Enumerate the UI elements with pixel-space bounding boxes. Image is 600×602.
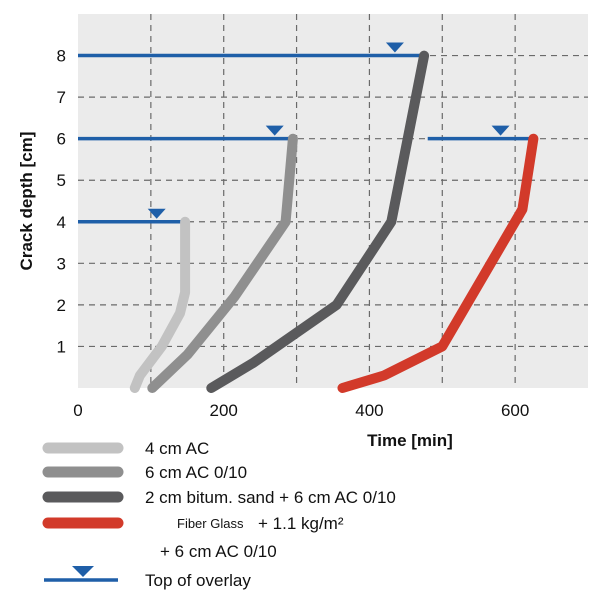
series-line xyxy=(206,50,430,393)
y-tick-label: 1 xyxy=(57,337,66,356)
y-tick-label: 5 xyxy=(57,171,66,190)
y-tick-label: 4 xyxy=(57,213,66,232)
series-line xyxy=(129,216,191,393)
legend-label: 4 cm AC xyxy=(145,439,209,458)
y-axis-title: Crack depth [cm] xyxy=(17,132,36,271)
x-tick-label: 600 xyxy=(501,401,529,420)
y-tick-label: 3 xyxy=(57,254,66,273)
legend-label: + 1.1 kg/m² xyxy=(258,514,344,533)
series-line xyxy=(147,133,298,393)
series-line xyxy=(337,133,539,393)
plot-background xyxy=(78,14,588,388)
plot-area xyxy=(78,14,588,388)
tick-labels: 1 2 3 4 5 6 7 8 0 200 400 600 xyxy=(57,47,530,420)
legend-label: 6 cm AC 0/10 xyxy=(145,463,247,482)
y-tick-label: 6 xyxy=(57,130,66,149)
y-tick-label: 2 xyxy=(57,296,66,315)
x-tick-label: 200 xyxy=(210,401,238,420)
series xyxy=(129,50,539,393)
overlay-marker xyxy=(265,125,284,136)
overlay-marker xyxy=(491,125,510,136)
legend: 4 cm AC 6 cm AC 0/10 2 cm bitum. sand + 6 … xyxy=(42,439,396,590)
x-axis-title: Time [min] xyxy=(367,431,453,450)
overlay-lines xyxy=(78,42,534,224)
legend-label: Top of overlay xyxy=(145,571,251,590)
x-tick-label: 0 xyxy=(73,401,82,420)
x-tick-label: 400 xyxy=(355,401,383,420)
y-tick-label: 7 xyxy=(57,88,66,107)
y-tick-label: 8 xyxy=(57,47,66,66)
legend-label: 2 cm bitum. sand + 6 cm AC 0/10 xyxy=(145,488,396,507)
legend-label: Fiber Glass xyxy=(177,516,244,531)
legend-marker xyxy=(72,566,94,577)
overlay-marker xyxy=(147,208,166,219)
legend-label: + 6 cm AC 0/10 xyxy=(160,542,277,561)
overlay-marker xyxy=(385,42,404,53)
